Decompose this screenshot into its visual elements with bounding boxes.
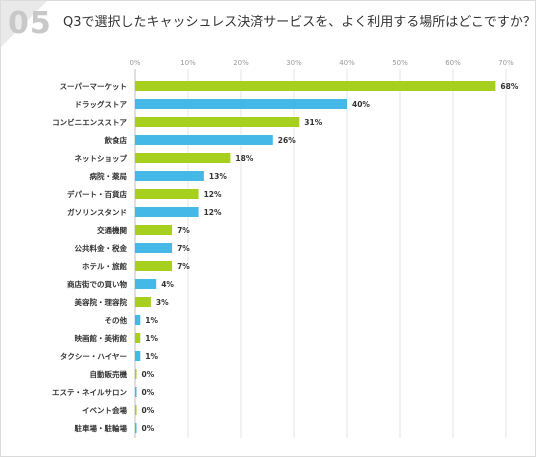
value-label: 26% (278, 136, 296, 145)
bar (135, 99, 347, 109)
category-label: コンビニエンスストア (52, 117, 127, 127)
value-label: 0% (142, 370, 155, 379)
x-tick-label: 30% (286, 59, 302, 67)
chart-title: Q3で選択したキャッシュレス決済サービスを、よく利用する場所はどこですか？ (63, 15, 536, 30)
value-label: 0% (142, 424, 155, 433)
corner-tab (1, 1, 47, 47)
bar (135, 387, 137, 397)
x-tick-label: 10% (180, 59, 196, 67)
category-label: 病院・薬局 (90, 171, 128, 181)
value-label: 12% (204, 190, 222, 199)
x-tick-label: 0% (129, 59, 140, 67)
value-label: 0% (142, 388, 155, 397)
category-label: 商店街での買い物 (67, 279, 127, 289)
category-label: 自動販売機 (90, 369, 128, 379)
value-label: 0% (142, 406, 155, 415)
bar (135, 207, 199, 217)
category-label: 公共料金・税金 (75, 243, 128, 253)
bar (135, 333, 141, 343)
category-label: 美容院・理容院 (75, 297, 128, 307)
category-label: その他 (105, 315, 128, 325)
x-tick-label: 50% (392, 59, 408, 67)
bar (135, 405, 137, 415)
x-tick-label: 70% (498, 59, 514, 67)
bar (135, 369, 137, 379)
x-tick-label: 20% (233, 59, 249, 67)
category-label: 映画館・美術館 (75, 333, 128, 343)
category-label: エステ・ネイルサロン (52, 388, 127, 397)
category-label: イベント会場 (82, 405, 127, 415)
value-label: 4% (161, 280, 174, 289)
bar (135, 315, 141, 325)
category-label: 駐車場・駐輪場 (75, 423, 128, 433)
bar (135, 81, 496, 91)
bar (135, 117, 300, 127)
bar (135, 279, 157, 289)
bar (135, 171, 204, 181)
category-label: ドラッグストア (75, 99, 128, 109)
value-label: 12% (204, 208, 222, 217)
category-label: デパート・百貨店 (67, 189, 127, 199)
bar (135, 189, 199, 199)
category-label: 交通機関 (97, 225, 127, 235)
value-label: 1% (145, 352, 158, 361)
value-label: 31% (304, 118, 322, 127)
question-number: 05 (8, 6, 52, 41)
category-label: スーパーマーケット (60, 81, 127, 91)
bar (135, 153, 231, 163)
x-tick-label: 40% (339, 59, 355, 67)
bar (135, 261, 173, 271)
category-label: ガソリンスタンド (67, 207, 127, 217)
bar (135, 135, 273, 145)
bar (135, 351, 141, 361)
bar (135, 225, 173, 235)
bar (135, 423, 137, 433)
category-label: ネットショップ (75, 153, 128, 163)
x-tick-label: 60% (445, 59, 461, 67)
category-label: タクシー・ハイヤー (60, 351, 127, 361)
bar (135, 297, 151, 307)
category-label: ホテル・旅館 (82, 261, 127, 271)
category-label: 飲食店 (104, 135, 128, 145)
value-label: 1% (145, 316, 158, 325)
value-label: 1% (145, 334, 158, 343)
value-label: 3% (156, 298, 169, 307)
bar (135, 243, 173, 253)
value-label: 7% (177, 226, 190, 235)
value-label: 40% (352, 100, 370, 109)
value-label: 7% (177, 262, 190, 271)
value-label: 68% (500, 82, 518, 91)
value-label: 7% (177, 244, 190, 253)
value-label: 18% (235, 154, 253, 163)
value-label: 13% (209, 172, 227, 181)
